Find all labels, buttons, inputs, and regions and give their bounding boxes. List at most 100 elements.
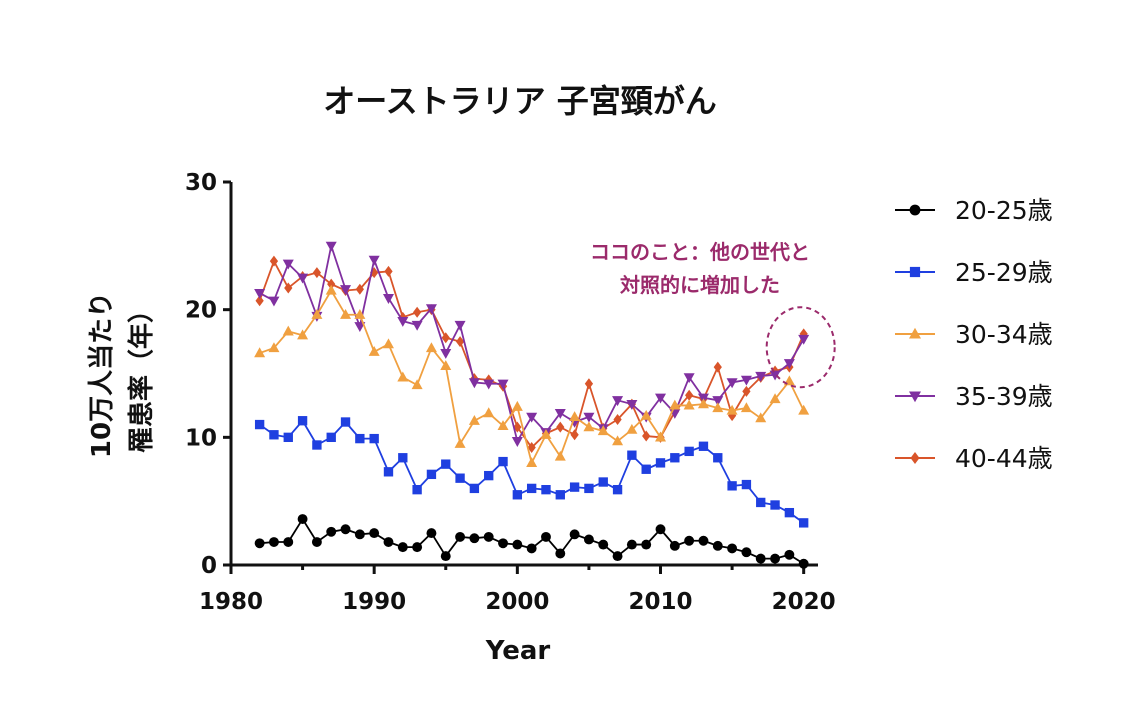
data-point bbox=[369, 433, 379, 444]
data-point bbox=[354, 308, 366, 319]
legend: 20-25歳 25-29歳 30-34歳 35-39歳 40-44歳 bbox=[895, 196, 1053, 473]
legend-item: 35-39歳 bbox=[895, 382, 1053, 411]
data-point bbox=[641, 539, 652, 550]
legend-swatch-marker bbox=[909, 266, 921, 278]
data-point bbox=[368, 346, 380, 356]
data-point bbox=[297, 514, 308, 524]
data-point bbox=[697, 398, 709, 409]
data-point bbox=[526, 457, 538, 467]
data-point bbox=[312, 267, 322, 279]
chart-title: オーストラリア 子宮頸がん bbox=[323, 82, 717, 120]
data-point bbox=[683, 399, 695, 410]
data-point bbox=[626, 400, 638, 410]
data-point bbox=[311, 308, 323, 319]
data-point bbox=[612, 396, 624, 407]
data-point bbox=[713, 453, 723, 463]
data-point bbox=[612, 435, 624, 446]
data-point bbox=[641, 464, 651, 474]
data-point bbox=[613, 413, 622, 425]
data-point bbox=[598, 539, 609, 550]
y-tick-label: 10 bbox=[185, 425, 217, 451]
data-point bbox=[569, 411, 581, 422]
data-point bbox=[583, 421, 595, 432]
data-point bbox=[398, 453, 408, 463]
data-point bbox=[454, 320, 466, 331]
data-point bbox=[384, 265, 393, 277]
data-point bbox=[326, 432, 336, 443]
series-20-25歳 bbox=[254, 514, 809, 569]
data-point bbox=[798, 334, 810, 345]
data-point bbox=[655, 431, 667, 442]
data-point bbox=[340, 417, 351, 427]
series-25-29歳 bbox=[254, 416, 809, 528]
data-point bbox=[297, 416, 308, 426]
data-point bbox=[412, 306, 422, 318]
data-point bbox=[512, 490, 523, 500]
data-point bbox=[742, 385, 751, 397]
data-point bbox=[383, 467, 394, 477]
data-point bbox=[783, 359, 795, 370]
data-point bbox=[712, 402, 724, 413]
data-point bbox=[555, 548, 566, 559]
data-point bbox=[382, 338, 394, 349]
data-point bbox=[755, 412, 767, 423]
data-point bbox=[569, 529, 580, 540]
data-point bbox=[283, 537, 294, 547]
data-point bbox=[426, 528, 437, 539]
legend-swatch-marker bbox=[909, 327, 921, 339]
data-point bbox=[483, 531, 494, 542]
data-point bbox=[627, 450, 637, 460]
data-point bbox=[612, 551, 623, 562]
data-point bbox=[784, 507, 795, 518]
y-axis-title-line-2: 罹患率（年） bbox=[126, 297, 157, 453]
x-tick-label: 2020 bbox=[772, 589, 836, 615]
data-point bbox=[756, 497, 766, 508]
series-line bbox=[259, 518, 805, 565]
data-point bbox=[311, 537, 322, 547]
data-point bbox=[584, 483, 594, 494]
data-point bbox=[340, 285, 352, 296]
data-point bbox=[268, 342, 280, 353]
data-point bbox=[541, 485, 551, 495]
y-tick-label: 20 bbox=[185, 298, 217, 324]
data-point bbox=[326, 526, 337, 537]
data-point bbox=[712, 540, 723, 551]
series-30-34歳 bbox=[254, 284, 810, 467]
data-point bbox=[440, 348, 452, 359]
data-point bbox=[740, 402, 752, 413]
data-point bbox=[340, 308, 352, 319]
data-point bbox=[412, 542, 423, 553]
data-point bbox=[670, 453, 680, 463]
data-point bbox=[355, 433, 365, 444]
data-point bbox=[712, 396, 724, 407]
data-point bbox=[440, 360, 452, 370]
data-point bbox=[598, 477, 608, 487]
x-axis-title: Year bbox=[485, 636, 551, 666]
data-point bbox=[254, 538, 265, 549]
data-point bbox=[268, 296, 280, 307]
data-point bbox=[626, 423, 638, 434]
data-point bbox=[655, 458, 666, 468]
data-point bbox=[327, 278, 336, 290]
data-point bbox=[755, 553, 766, 564]
series-line bbox=[259, 419, 805, 524]
data-point bbox=[555, 490, 565, 500]
data-point bbox=[269, 255, 279, 267]
data-point bbox=[655, 524, 666, 535]
data-point bbox=[368, 255, 380, 266]
data-point bbox=[269, 430, 279, 440]
data-point bbox=[340, 524, 351, 535]
legend-label: 25-29歳 bbox=[955, 258, 1053, 287]
data-point bbox=[412, 485, 422, 495]
data-point bbox=[626, 539, 637, 550]
legend-label: 20-25歳 bbox=[955, 196, 1053, 225]
legend-swatch-marker bbox=[909, 204, 921, 216]
data-point bbox=[770, 500, 780, 510]
data-point bbox=[511, 400, 523, 411]
data-point bbox=[684, 446, 694, 457]
data-point bbox=[255, 295, 264, 307]
data-point bbox=[441, 459, 451, 469]
data-point bbox=[483, 379, 495, 390]
x-tick-label: 2010 bbox=[629, 589, 693, 615]
